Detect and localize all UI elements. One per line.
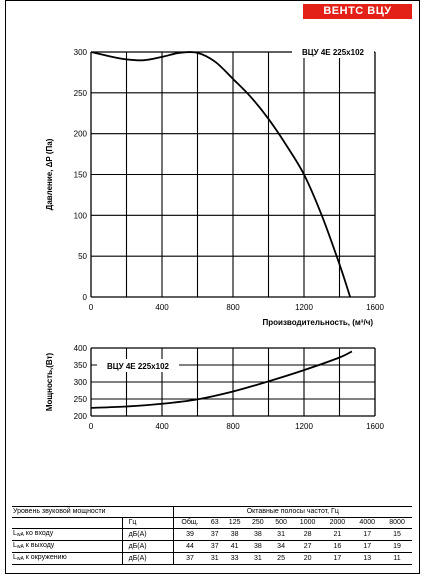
x-tick-label: 1200 (295, 422, 313, 431)
col-header: 63 (206, 517, 224, 529)
power-chart: 0 400 800 1200 1600 200 250 300 350 400 Мощность,(… (45, 344, 384, 431)
x-tick-label: 0 (89, 303, 94, 312)
y-tick-label: 400 (74, 344, 88, 353)
x-tick-label: 400 (155, 303, 169, 312)
x-tick-label: 1600 (366, 422, 384, 431)
col-header: 250 (246, 517, 270, 529)
col-header: 500 (269, 517, 293, 529)
cell: 27 (292, 540, 323, 553)
cell: 38 (246, 528, 270, 541)
y-tick-label: 50 (78, 252, 87, 261)
unit-header: Гц (122, 517, 174, 529)
y-tick-label: 200 (74, 130, 88, 139)
noise-table: Уровень звуковой мощности Октавные полос… (12, 506, 412, 565)
cell: 31 (269, 528, 293, 541)
series-label-bg (97, 359, 179, 372)
cell: 28 (292, 528, 323, 541)
cell: 15 (382, 528, 412, 541)
series-line (90, 350, 353, 409)
noise-title-right: Октавные полосы частот, Гц (173, 506, 412, 518)
cell: 11 (382, 552, 412, 565)
row-unit: дБ(А) (122, 528, 174, 541)
col-header: 8000 (382, 517, 412, 529)
row-label: LwA к выходу (12, 540, 123, 553)
y-axis-label: Мощность,(Вт) (45, 352, 54, 411)
x-tick-label: 1600 (366, 303, 384, 312)
cell: 37 (173, 552, 207, 565)
pressure-chart: 0 400 800 1200 1600 0 50 100 150 200 250 300 Произво… (45, 45, 385, 327)
cell: 37 (206, 540, 224, 553)
row-unit: дБ(А) (122, 540, 174, 553)
cell: 41 (223, 540, 247, 553)
blank-cell (12, 517, 123, 529)
series-label: ВЦУ 4Е 225х102 (107, 362, 170, 371)
x-tick-label: 800 (226, 303, 240, 312)
cell: 33 (223, 552, 247, 565)
cell: 16 (322, 540, 353, 553)
y-tick-label: 200 (74, 412, 88, 421)
cell: 17 (322, 552, 353, 565)
cell: 39 (173, 528, 207, 541)
cell: 34 (269, 540, 293, 553)
x-tick-label: 400 (155, 422, 169, 431)
x-tick-label: 1200 (295, 303, 313, 312)
cell: 38 (246, 540, 270, 553)
table-row: LwA ко входу дБ(А) 39 37 38 38 31 28 21 … (12, 528, 412, 541)
document-frame (5, 0, 420, 574)
series-label: ВЦУ 4Е 225х102 (302, 48, 365, 57)
y-tick-label: 300 (74, 48, 88, 57)
cell: 31 (246, 552, 270, 565)
x-axis-label: Производительность, (м³/ч) (263, 318, 374, 327)
table-row: LwA к окружению дБ(А) 37 31 33 31 25 20 … (12, 552, 412, 565)
col-header: 1000 (292, 517, 323, 529)
cell: 19 (382, 540, 412, 553)
cell: 44 (173, 540, 207, 553)
y-tick-label: 300 (74, 378, 88, 387)
cell: 13 (352, 552, 383, 565)
cell: 25 (269, 552, 293, 565)
y-tick-label: 100 (74, 211, 88, 220)
cell: 37 (206, 528, 224, 541)
noise-title-left: Уровень звуковой мощности (12, 506, 174, 518)
series-label-bg (292, 45, 374, 58)
cell: 38 (223, 528, 247, 541)
cell: 20 (292, 552, 323, 565)
y-tick-label: 150 (74, 171, 88, 180)
row-label: LwA к окружению (12, 552, 123, 565)
y-tick-label: 350 (74, 361, 88, 370)
table-row: LwA к выходу дБ(А) 44 37 41 38 34 27 16 … (12, 540, 412, 553)
row-label: LwA ко входу (12, 528, 123, 541)
col-header: 4000 (352, 517, 383, 529)
y-axis-label: Давление, ΔP (Па) (45, 138, 54, 210)
col-header: Общ. (173, 517, 207, 529)
x-tick-label: 800 (226, 422, 240, 431)
y-tick-label: 0 (83, 293, 88, 302)
brand-badge: ВЕНТС ВЦУ (303, 4, 412, 19)
cell: 21 (322, 528, 353, 541)
cell: 17 (352, 540, 383, 553)
col-header: 2000 (322, 517, 353, 529)
x-tick-label: 0 (89, 422, 94, 431)
y-tick-label: 250 (74, 89, 88, 98)
row-unit: дБ(А) (122, 552, 174, 565)
col-header: 125 (223, 517, 247, 529)
cell: 31 (206, 552, 224, 565)
y-tick-label: 250 (74, 395, 88, 404)
series-line (90, 51, 352, 298)
cell: 17 (352, 528, 383, 541)
